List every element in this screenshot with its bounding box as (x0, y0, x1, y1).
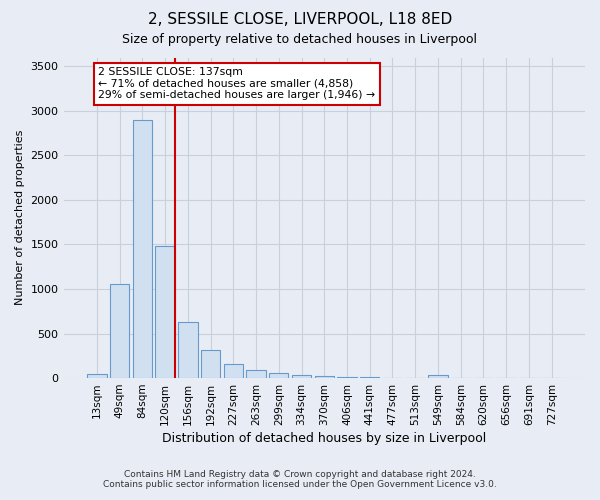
X-axis label: Distribution of detached houses by size in Liverpool: Distribution of detached houses by size … (162, 432, 487, 445)
Bar (269, 373, 289, 378)
Bar (110, 284, 130, 378)
Bar (314, 376, 334, 378)
Bar (337, 376, 356, 378)
Bar (428, 376, 448, 378)
Text: 2, SESSILE CLOSE, LIVERPOOL, L18 8ED: 2, SESSILE CLOSE, LIVERPOOL, L18 8ED (148, 12, 452, 28)
Bar (155, 246, 175, 378)
Text: 2 SESSILE CLOSE: 137sqm
← 71% of detached houses are smaller (4,858)
29% of semi: 2 SESSILE CLOSE: 137sqm ← 71% of detache… (98, 68, 375, 100)
Bar (247, 370, 266, 378)
Bar (133, 120, 152, 378)
Y-axis label: Number of detached properties: Number of detached properties (15, 130, 25, 306)
Bar (292, 374, 311, 378)
Bar (360, 377, 379, 378)
Bar (201, 350, 220, 378)
Text: Contains HM Land Registry data © Crown copyright and database right 2024.
Contai: Contains HM Land Registry data © Crown c… (103, 470, 497, 489)
Text: Size of property relative to detached houses in Liverpool: Size of property relative to detached ho… (122, 32, 478, 46)
Bar (87, 374, 107, 378)
Bar (224, 364, 243, 378)
Bar (178, 322, 197, 378)
